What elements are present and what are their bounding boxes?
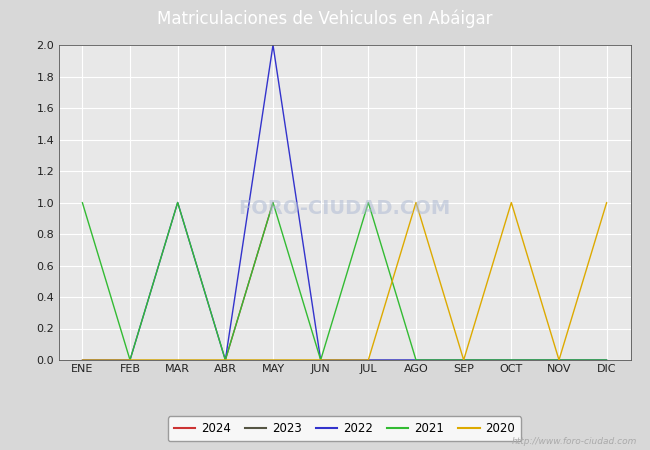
Legend: 2024, 2023, 2022, 2021, 2020: 2024, 2023, 2022, 2021, 2020 [168,416,521,441]
Text: FORO-CIUDAD.COM: FORO-CIUDAD.COM [239,199,450,218]
Text: http://www.foro-ciudad.com: http://www.foro-ciudad.com [512,436,637,446]
Text: Matriculaciones de Vehiculos en Abáigar: Matriculaciones de Vehiculos en Abáigar [157,10,493,28]
